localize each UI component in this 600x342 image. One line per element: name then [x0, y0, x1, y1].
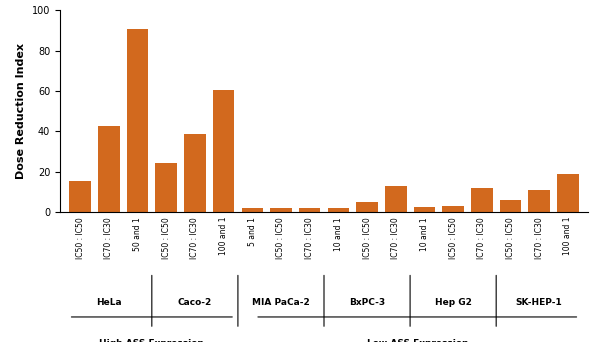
Bar: [184, 134, 206, 212]
Bar: [356, 202, 378, 212]
Bar: [127, 29, 148, 212]
Text: High ASS Expression: High ASS Expression: [100, 339, 204, 342]
Bar: [557, 174, 578, 212]
Bar: [241, 208, 263, 212]
Text: Hep G2: Hep G2: [434, 298, 472, 307]
Bar: [529, 190, 550, 212]
Bar: [500, 200, 521, 212]
Bar: [270, 208, 292, 212]
Bar: [413, 207, 435, 212]
Text: Caco-2: Caco-2: [178, 298, 212, 307]
Bar: [328, 208, 349, 212]
Bar: [299, 208, 320, 212]
Text: BxPC-3: BxPC-3: [349, 298, 385, 307]
Bar: [385, 186, 407, 212]
Bar: [155, 162, 177, 212]
Bar: [213, 90, 235, 212]
Y-axis label: Dose Reduction Index: Dose Reduction Index: [16, 43, 26, 179]
Bar: [442, 206, 464, 212]
Text: HeLa: HeLa: [96, 298, 122, 307]
Text: Low ASS Expression: Low ASS Expression: [367, 339, 468, 342]
Text: SK-HEP-1: SK-HEP-1: [516, 298, 563, 307]
Bar: [98, 126, 119, 212]
Bar: [471, 188, 493, 212]
Bar: [70, 181, 91, 212]
Text: MIA PaCa-2: MIA PaCa-2: [252, 298, 310, 307]
